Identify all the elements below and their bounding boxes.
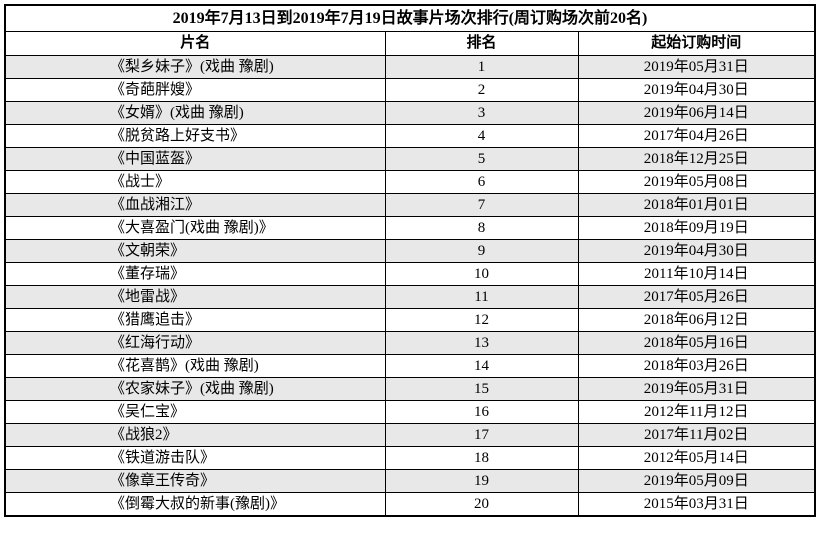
- cell-rank: 3: [384, 101, 579, 125]
- cell-order-date: 2012年11月12日: [577, 400, 816, 424]
- cell-film-name: 《像章王传奇》: [4, 469, 386, 493]
- cell-film-name: 《吴仁宝》: [4, 400, 386, 424]
- cell-film-name: 《战狼2》: [4, 423, 386, 447]
- header-row: 片名 排名 起始订购时间: [4, 31, 816, 56]
- cell-rank: 1: [384, 55, 579, 79]
- cell-rank: 8: [384, 216, 579, 240]
- cell-film-name: 《脱贫路上好支书》: [4, 124, 386, 148]
- cell-film-name: 《铁道游击队》: [4, 446, 386, 470]
- column-header-film: 片名: [4, 31, 386, 56]
- table-row: 《奇葩胖嫂》 2 2019年04月30日: [4, 78, 816, 102]
- table-row: 《地雷战》 11 2017年05月26日: [4, 285, 816, 309]
- table-row: 《猎鹰追击》 12 2018年06月12日: [4, 308, 816, 332]
- cell-rank: 7: [384, 193, 579, 217]
- cell-film-name: 《中国蓝盔》: [4, 147, 386, 171]
- cell-order-date: 2018年09月19日: [577, 216, 816, 240]
- table-row: 《像章王传奇》 19 2019年05月09日: [4, 469, 816, 493]
- cell-order-date: 2017年11月02日: [577, 423, 816, 447]
- cell-order-date: 2017年05月26日: [577, 285, 816, 309]
- table-row: 《文朝荣》 9 2019年04月30日: [4, 239, 816, 263]
- cell-rank: 16: [384, 400, 579, 424]
- cell-rank: 19: [384, 469, 579, 493]
- table-row: 《战士》 6 2019年05月08日: [4, 170, 816, 194]
- table-row: 《红海行动》 13 2018年05月16日: [4, 331, 816, 355]
- cell-rank: 10: [384, 262, 579, 286]
- cell-film-name: 《女婿》(戏曲 豫剧): [4, 101, 386, 125]
- cell-order-date: 2018年03月26日: [577, 354, 816, 378]
- table-body: 《梨乡妹子》(戏曲 豫剧) 1 2019年05月31日 《奇葩胖嫂》 2 2019年04月…: [4, 55, 816, 517]
- cell-order-date: 2019年06月14日: [577, 101, 816, 125]
- cell-film-name: 《农家妹子》(戏曲 豫剧): [4, 377, 386, 401]
- cell-rank: 13: [384, 331, 579, 355]
- cell-rank: 15: [384, 377, 579, 401]
- table-row: 《董存瑞》 10 2011年10月14日: [4, 262, 816, 286]
- cell-order-date: 2019年05月31日: [577, 55, 816, 79]
- cell-film-name: 《梨乡妹子》(戏曲 豫剧): [4, 55, 386, 79]
- cell-order-date: 2017年04月26日: [577, 124, 816, 148]
- cell-order-date: 2018年06月12日: [577, 308, 816, 332]
- cell-order-date: 2015年03月31日: [577, 492, 816, 517]
- table-row: 《花喜鹊》(戏曲 豫剧) 14 2018年03月26日: [4, 354, 816, 378]
- column-header-rank: 排名: [384, 31, 579, 56]
- table-row: 《战狼2》 17 2017年11月02日: [4, 423, 816, 447]
- table-row: 《血战湘江》 7 2018年01月01日: [4, 193, 816, 217]
- cell-rank: 4: [384, 124, 579, 148]
- cell-film-name: 《奇葩胖嫂》: [4, 78, 386, 102]
- cell-film-name: 《倒霉大叔的新事(豫剧)》: [4, 492, 386, 517]
- cell-film-name: 《战士》: [4, 170, 386, 194]
- cell-rank: 17: [384, 423, 579, 447]
- cell-order-date: 2018年12月25日: [577, 147, 816, 171]
- cell-order-date: 2019年04月30日: [577, 78, 816, 102]
- table-row: 《中国蓝盔》 5 2018年12月25日: [4, 147, 816, 171]
- table-row: 《脱贫路上好支书》 4 2017年04月26日: [4, 124, 816, 148]
- cell-rank: 9: [384, 239, 579, 263]
- column-header-date: 起始订购时间: [577, 31, 816, 56]
- cell-order-date: 2011年10月14日: [577, 262, 816, 286]
- cell-film-name: 《花喜鹊》(戏曲 豫剧): [4, 354, 386, 378]
- table-row: 《农家妹子》(戏曲 豫剧) 15 2019年05月31日: [4, 377, 816, 401]
- cell-order-date: 2012年05月14日: [577, 446, 816, 470]
- table-row: 《梨乡妹子》(戏曲 豫剧) 1 2019年05月31日: [4, 55, 816, 79]
- cell-rank: 20: [384, 492, 579, 517]
- cell-film-name: 《红海行动》: [4, 331, 386, 355]
- cell-order-date: 2019年05月09日: [577, 469, 816, 493]
- cell-rank: 5: [384, 147, 579, 171]
- cell-order-date: 2018年01月01日: [577, 193, 816, 217]
- table-row: 《大喜盈门(戏曲 豫剧)》 8 2018年09月19日: [4, 216, 816, 240]
- cell-rank: 6: [384, 170, 579, 194]
- cell-film-name: 《血战湘江》: [4, 193, 386, 217]
- film-ranking-table: 2019年7月13日到2019年7月19日故事片场次排行(周订购场次前20名) …: [4, 4, 816, 517]
- cell-rank: 18: [384, 446, 579, 470]
- cell-film-name: 《地雷战》: [4, 285, 386, 309]
- cell-order-date: 2019年04月30日: [577, 239, 816, 263]
- cell-rank: 12: [384, 308, 579, 332]
- table-row: 《女婿》(戏曲 豫剧) 3 2019年06月14日: [4, 101, 816, 125]
- table-row: 《倒霉大叔的新事(豫剧)》 20 2015年03月31日: [4, 492, 816, 517]
- title-row: 2019年7月13日到2019年7月19日故事片场次排行(周订购场次前20名): [4, 4, 816, 32]
- cell-rank: 14: [384, 354, 579, 378]
- cell-rank: 2: [384, 78, 579, 102]
- cell-film-name: 《董存瑞》: [4, 262, 386, 286]
- table-title: 2019年7月13日到2019年7月19日故事片场次排行(周订购场次前20名): [4, 4, 816, 32]
- cell-rank: 11: [384, 285, 579, 309]
- cell-order-date: 2018年05月16日: [577, 331, 816, 355]
- table-row: 《铁道游击队》 18 2012年05月14日: [4, 446, 816, 470]
- cell-film-name: 《大喜盈门(戏曲 豫剧)》: [4, 216, 386, 240]
- cell-film-name: 《文朝荣》: [4, 239, 386, 263]
- cell-order-date: 2019年05月08日: [577, 170, 816, 194]
- cell-film-name: 《猎鹰追击》: [4, 308, 386, 332]
- table-row: 《吴仁宝》 16 2012年11月12日: [4, 400, 816, 424]
- cell-order-date: 2019年05月31日: [577, 377, 816, 401]
